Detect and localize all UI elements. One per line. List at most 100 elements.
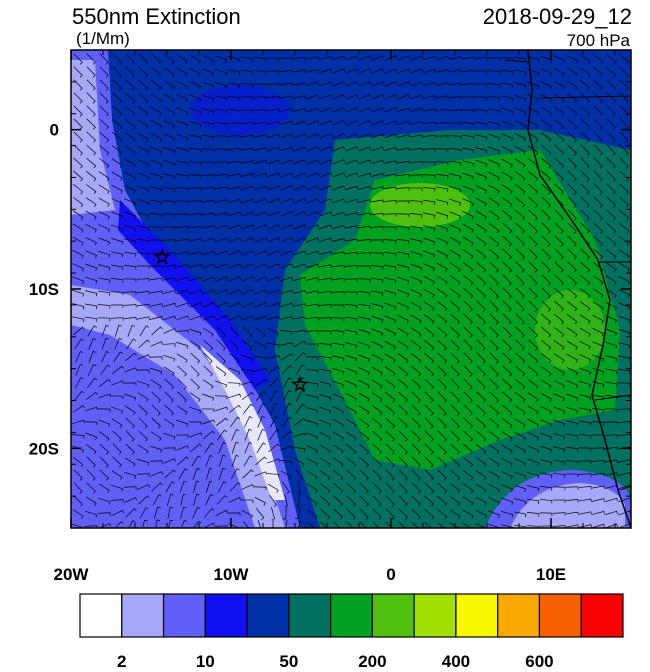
wind-barb — [240, 499, 254, 504]
wind-barb — [241, 510, 253, 519]
wind-barb — [487, 57, 501, 61]
wind-barb — [228, 263, 242, 269]
wind-barb — [396, 187, 410, 191]
wind-barb — [281, 430, 293, 440]
wind-barb — [605, 249, 617, 260]
wind-barb — [474, 70, 488, 74]
wind-barb — [282, 416, 293, 428]
wind-barb — [305, 316, 319, 321]
wind-barb — [176, 94, 188, 103]
wind-barb — [567, 170, 577, 182]
wind-barb — [358, 120, 372, 126]
wind-barb — [540, 106, 552, 116]
wind-barb — [280, 133, 293, 139]
wind-barb — [150, 471, 164, 477]
wind-barb — [358, 329, 371, 336]
wind-barb — [605, 315, 617, 324]
wind-barb — [332, 393, 345, 402]
wind-barb — [567, 209, 577, 221]
wind-barb — [319, 68, 332, 74]
wind-barb — [436, 301, 448, 312]
wind-barb — [110, 395, 124, 400]
wind-barb — [372, 430, 383, 442]
wind-barb — [165, 481, 175, 493]
wind-barb — [111, 380, 124, 386]
wind-barb — [202, 68, 215, 77]
wind-barb — [541, 287, 551, 299]
wind-barb — [580, 118, 590, 130]
wind-barb — [592, 523, 605, 528]
wind-barb — [605, 459, 618, 464]
wind-barb — [266, 70, 280, 74]
wind-barb — [280, 108, 293, 112]
wind-barb — [579, 394, 592, 401]
wind-barb — [257, 520, 261, 528]
wind-barb — [267, 121, 280, 125]
wind-barb — [411, 443, 421, 455]
wind-barb — [176, 353, 188, 363]
wind-barb — [502, 405, 513, 416]
wind-barb — [579, 327, 591, 337]
wind-barb — [357, 239, 371, 243]
colorbar-box — [204, 593, 248, 638]
wind-barb — [593, 118, 603, 130]
wind-barb — [502, 287, 512, 299]
wind-barb — [306, 159, 320, 165]
wind-barb — [254, 302, 268, 308]
wind-barb — [193, 493, 200, 506]
wind-barb — [163, 146, 176, 154]
wind-barb — [411, 417, 421, 429]
wind-barb — [410, 340, 422, 351]
wind-barb — [228, 173, 241, 177]
wind-barb — [371, 55, 385, 61]
wind-barb — [255, 390, 267, 401]
wind-barb — [176, 120, 189, 128]
wind-barb — [269, 390, 279, 402]
wind-barb — [163, 315, 176, 321]
wind-barb — [218, 467, 226, 480]
wind-barb — [188, 421, 202, 425]
wind-barb — [72, 405, 85, 413]
wind-barb — [293, 250, 306, 256]
field-region — [300, 150, 620, 470]
wind-barb — [137, 303, 150, 308]
wind-barb — [111, 145, 123, 156]
wind-barb — [124, 198, 137, 207]
wind-barb — [241, 263, 255, 269]
wind-barb — [476, 274, 486, 286]
wind-barb — [254, 159, 267, 164]
wind-barb — [71, 434, 85, 439]
wind-barb — [345, 405, 357, 415]
wind-barb — [619, 118, 629, 130]
wind-barb — [462, 69, 475, 74]
wind-barb — [462, 262, 474, 273]
wind-barb — [266, 473, 280, 478]
wind-barb — [306, 107, 319, 113]
wind-barb — [397, 94, 410, 100]
wind-barb — [449, 236, 461, 246]
colorbar-box — [580, 593, 624, 638]
wind-barb — [397, 238, 410, 244]
wind-barb — [462, 496, 474, 506]
wind-barb — [125, 443, 135, 455]
wind-barb — [202, 121, 215, 128]
wind-barb — [358, 367, 370, 376]
wind-barb — [345, 107, 359, 113]
wind-barb — [579, 367, 592, 376]
wind-barb — [370, 265, 384, 270]
wind-barb — [592, 54, 604, 65]
lon-tick-label: 0 — [386, 565, 395, 584]
wind-barb — [357, 291, 371, 296]
wind-barb — [619, 223, 630, 234]
wind-barb — [99, 131, 110, 143]
wind-barb — [150, 277, 163, 282]
wind-barb — [593, 79, 604, 91]
wind-barb — [332, 224, 345, 229]
wind-barb — [476, 326, 486, 338]
wind-barb — [397, 173, 410, 178]
wind-barb — [462, 211, 474, 220]
wind-barb — [592, 354, 605, 362]
wind-barb — [385, 430, 395, 442]
wind-barb — [163, 432, 176, 440]
wind-barb — [397, 160, 410, 165]
